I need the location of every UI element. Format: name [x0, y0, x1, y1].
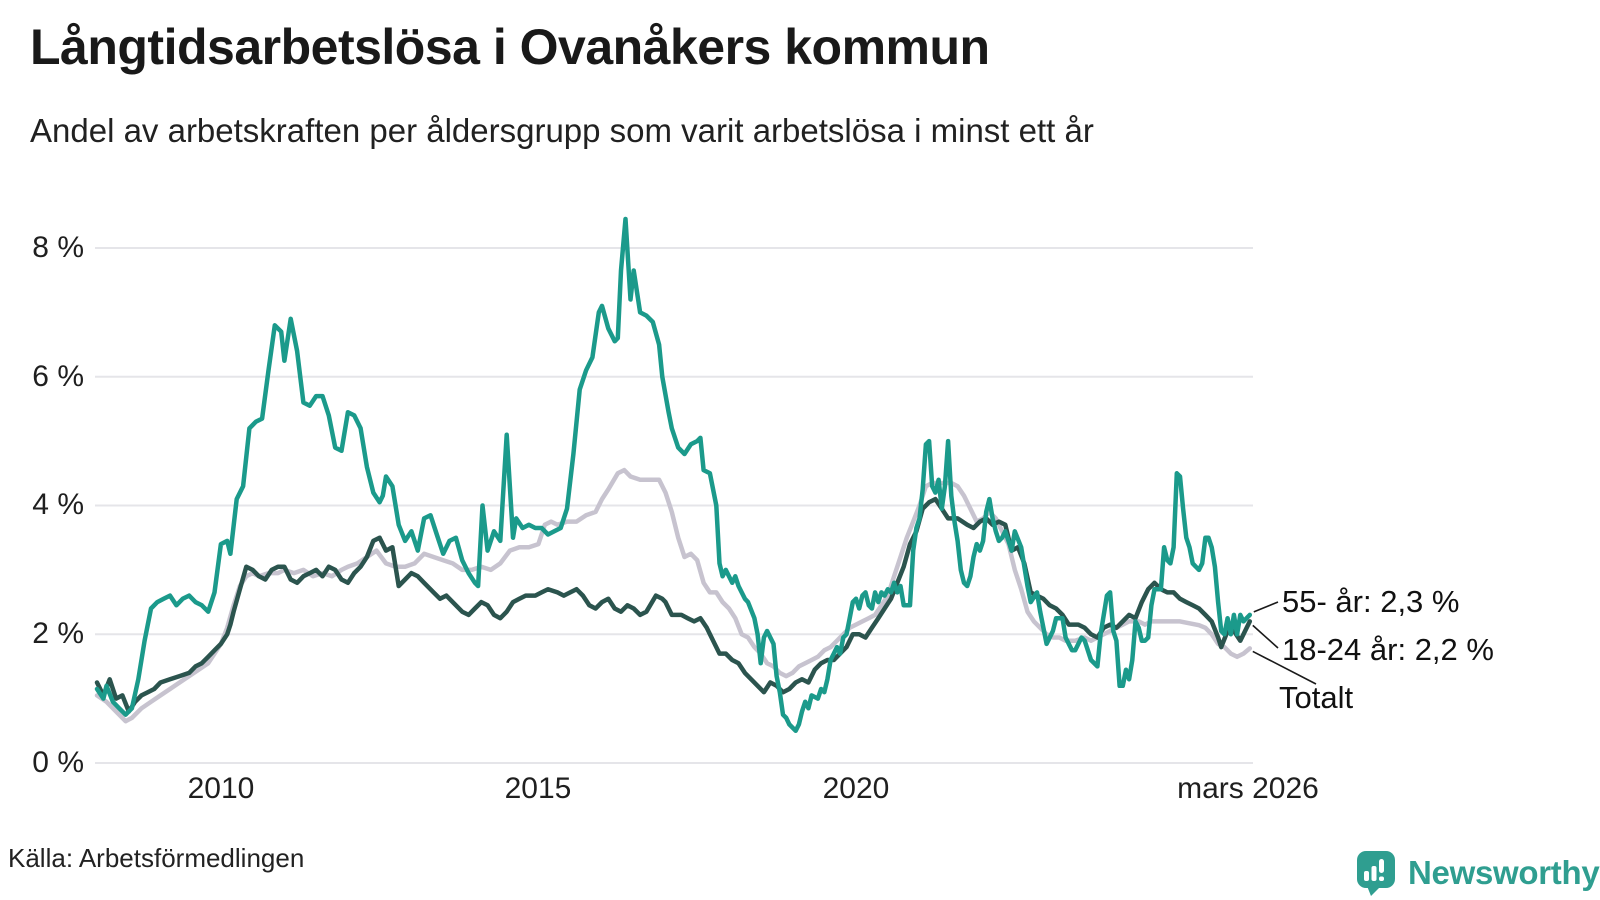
series-line-18-24-ar [94, 496, 1253, 714]
series-annotation-55-ar: 55- år: 2,3 % [1282, 584, 1460, 619]
source-note: Källa: Arbetsförmedlingen [8, 843, 305, 873]
chart-subtitle: Andel av arbetskraften per åldersgrupp s… [30, 112, 1094, 149]
x-axis-tick-label: 2010 [187, 772, 255, 805]
x-axis-tick-label: mars 2026 [1177, 772, 1319, 805]
series-line-55-ar [94, 216, 1253, 734]
y-axis-tick-label: 4 % [32, 488, 84, 521]
y-axis-tick-label: 0 % [32, 746, 84, 779]
series-annotation-totalt: Totalt [1279, 680, 1354, 715]
x-axis-tick-label: 2015 [504, 772, 572, 805]
y-axis-tick-label: 8 % [32, 231, 84, 264]
brand-name: Newsworthy [1408, 854, 1600, 891]
series-line-totalt [94, 467, 1253, 724]
y-axis-tick-label: 2 % [32, 617, 84, 650]
annotation-leader-line [1252, 624, 1279, 649]
x-axis-tick-label: 2020 [822, 772, 890, 805]
newsworthy-logo-icon [1357, 851, 1395, 896]
series-annotation-18-24-ar: 18-24 år: 2,2 % [1282, 632, 1494, 667]
annotation-leader-line [1253, 601, 1279, 613]
newsworthy-logo: Newsworthy [1356, 850, 1600, 896]
annotation-leader-line [1252, 650, 1317, 685]
y-axis-tick-label: 6 % [32, 360, 84, 393]
chart-title: Långtidsarbetslösa i Ovanåkers kommun [30, 19, 990, 75]
